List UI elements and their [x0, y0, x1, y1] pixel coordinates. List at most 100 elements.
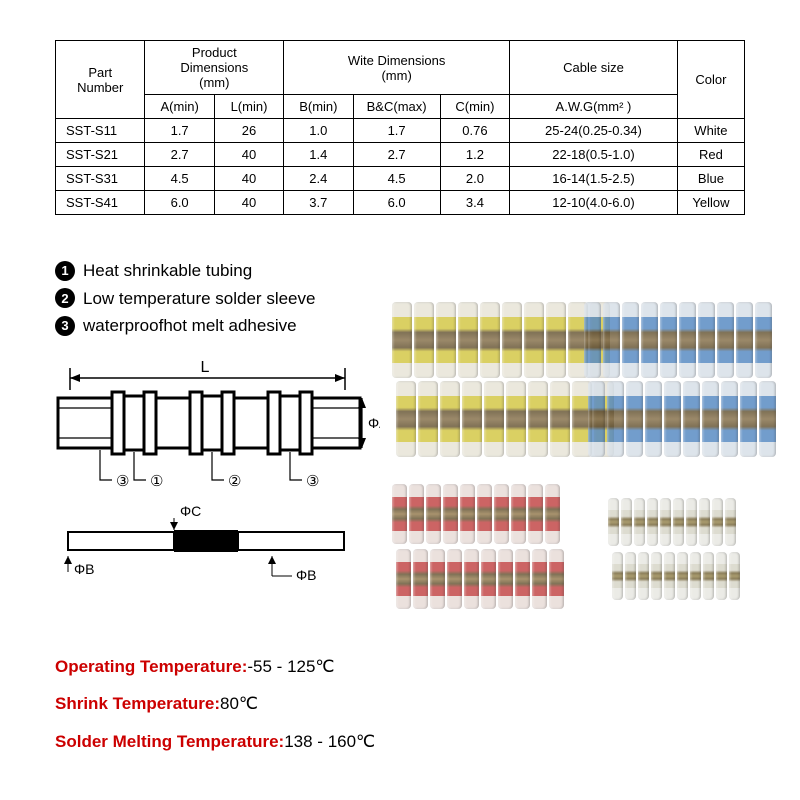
tube-row: [584, 375, 780, 463]
feature-num-icon: 3: [55, 316, 75, 336]
col-prod: ProductDimensions(mm): [145, 41, 284, 95]
tube-yellow: [546, 302, 566, 378]
tube-blue: [698, 302, 715, 378]
table-cell: 40: [214, 167, 283, 191]
table-cell: 1.0: [284, 119, 353, 143]
tube-red: [532, 549, 547, 609]
temp-label: Solder Melting Temperature:: [55, 732, 284, 751]
tube-yellow: [458, 302, 478, 378]
tube-white: [651, 552, 662, 600]
sub-amin: A(min): [145, 95, 214, 119]
table-cell: SST-S31: [56, 167, 145, 191]
tube-blue: [641, 302, 658, 378]
temp-row: Operating Temperature:-55 - 125℃: [55, 648, 375, 685]
tube-white: [634, 498, 645, 546]
tube-white: [686, 498, 697, 546]
tube-blue: [664, 381, 681, 457]
tube-white: [712, 498, 723, 546]
temp-value: 80℃: [220, 694, 258, 713]
callout-3: ③: [116, 473, 129, 490]
tube-blue: [736, 302, 753, 378]
table-cell: 26: [214, 119, 283, 143]
sub-awg: A.W.G(mm² ): [510, 95, 678, 119]
col-cable: Cable size: [510, 41, 678, 95]
tube-red: [413, 549, 428, 609]
tube-row: [608, 546, 744, 606]
tube-blue: [607, 381, 624, 457]
temp-label: Operating Temperature:: [55, 657, 247, 676]
tube-cross-section: [58, 392, 360, 454]
table-cell: 4.5: [353, 167, 440, 191]
tube-yellow: [506, 381, 526, 457]
tube-blue: [683, 381, 700, 457]
table-cell: 40: [214, 191, 283, 215]
table-cell: 2.7: [353, 143, 440, 167]
tube-red: [464, 549, 479, 609]
tube-blue: [660, 302, 677, 378]
table-row: SST-S416.0403.76.03.412-10(4.0-6.0)Yello…: [56, 191, 745, 215]
table-cell: Blue: [677, 167, 744, 191]
table-cell: 12-10(4.0-6.0): [510, 191, 678, 215]
product-group-red: [388, 478, 568, 615]
tube-white: [699, 498, 710, 546]
table-cell: Red: [677, 143, 744, 167]
sub-bmin: B(min): [284, 95, 353, 119]
tube-red: [515, 549, 530, 609]
tube-red: [528, 484, 543, 544]
temperature-specs: Operating Temperature:-55 - 125℃ Shrink …: [55, 648, 375, 760]
tube-red: [430, 549, 445, 609]
tube-yellow: [528, 381, 548, 457]
table-cell: 1.7: [145, 119, 214, 143]
tube-blue: [584, 302, 601, 378]
tube-blue: [603, 302, 620, 378]
tube-white: [729, 552, 740, 600]
feature-item: 2Low temperature solder sleeve: [55, 286, 315, 312]
tube-white: [677, 552, 688, 600]
tube-red: [460, 484, 475, 544]
table-cell: 6.0: [145, 191, 214, 215]
tube-red: [426, 484, 441, 544]
tube-blue: [759, 381, 776, 457]
tube-blue: [622, 302, 639, 378]
tube-red: [481, 549, 496, 609]
tube-blue: [679, 302, 696, 378]
tube-red: [392, 484, 407, 544]
label-phiC: ΦC: [180, 503, 201, 519]
tube-blue: [702, 381, 719, 457]
label-phiB-left: ΦB: [74, 561, 95, 577]
temp-label: Shrink Temperature:: [55, 694, 220, 713]
tube-white: [664, 552, 675, 600]
table-cell: 6.0: [353, 191, 440, 215]
tube-blue: [717, 302, 734, 378]
table-cell: White: [677, 119, 744, 143]
tube-white: [647, 498, 658, 546]
tube-red: [545, 484, 560, 544]
tube-row: [388, 478, 568, 550]
table-cell: 22-18(0.5-1.0): [510, 143, 678, 167]
table-cell: 2.0: [440, 167, 509, 191]
temp-row: Shrink Temperature:80℃: [55, 685, 375, 722]
table-cell: 2.4: [284, 167, 353, 191]
table-row: SST-S314.5402.44.52.016-14(1.5-2.5)Blue: [56, 167, 745, 191]
tube-red: [498, 549, 513, 609]
tube-red: [494, 484, 509, 544]
table-cell: 0.76: [440, 119, 509, 143]
tube-yellow: [550, 381, 570, 457]
col-part: PartNumber: [56, 41, 145, 119]
col-color: Color: [677, 41, 744, 119]
tube-white: [621, 498, 632, 546]
tube-red: [549, 549, 564, 609]
tube-row: [604, 492, 744, 552]
tube-white: [703, 552, 714, 600]
product-group-white: [604, 492, 744, 606]
tube-yellow: [440, 381, 460, 457]
tube-red: [396, 549, 411, 609]
tube-row: [392, 543, 568, 615]
tube-yellow: [524, 302, 544, 378]
tube-yellow: [436, 302, 456, 378]
tube-blue: [755, 302, 772, 378]
tube-yellow: [418, 381, 438, 457]
tube-white: [725, 498, 736, 546]
feature-text: Low temperature solder sleeve: [83, 286, 315, 312]
table-cell: SST-S41: [56, 191, 145, 215]
